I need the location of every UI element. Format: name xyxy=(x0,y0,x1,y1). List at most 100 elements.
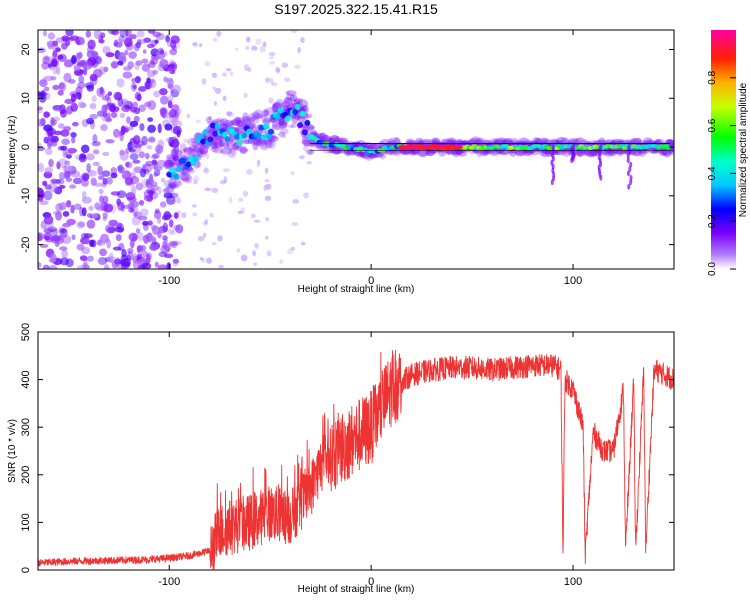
spectrogram-blob xyxy=(270,78,274,85)
spectrogram-blob xyxy=(218,264,224,269)
spectrogram-blob xyxy=(201,133,211,139)
spectrogram-blob xyxy=(134,143,143,149)
spectrogram-blob xyxy=(124,177,134,185)
spectrogram-blob xyxy=(141,135,148,146)
spectrogram-blob xyxy=(300,241,306,246)
spectrogram-blob xyxy=(239,146,248,155)
snr-ticks: -100 0 100 0 100 200 300 400 500 xyxy=(20,323,674,588)
spectrogram-blob xyxy=(204,166,208,173)
spectrogram-blob xyxy=(153,90,161,98)
spectrogram-blob xyxy=(234,146,242,151)
spectrogram-blob xyxy=(367,144,378,149)
spectrogram-blob xyxy=(215,135,222,142)
spectrogram-blob xyxy=(44,235,50,240)
spectrogram-blob xyxy=(57,89,64,96)
spectrogram-blob xyxy=(175,197,182,204)
spectrogram-blob xyxy=(321,134,331,143)
spectrogram-blob xyxy=(576,147,585,158)
spectrogram-blob xyxy=(61,249,68,259)
spectrogram-blob xyxy=(243,139,254,144)
spectrogram-blob xyxy=(242,112,249,122)
spectrogram-blob xyxy=(86,162,91,173)
spectrogram-blob xyxy=(315,133,323,138)
spectrogram-blob xyxy=(81,246,91,255)
colorbar-tick-label: 0.8 xyxy=(707,70,718,84)
spectrogram-blob xyxy=(170,241,178,249)
spectrogram-blob xyxy=(125,161,130,168)
spectrogram-blob xyxy=(202,221,207,226)
spectrogram-blob xyxy=(89,113,98,120)
spectrogram-blob xyxy=(430,148,437,154)
spectrogram-blob xyxy=(38,106,44,111)
spectrogram-blob xyxy=(588,148,599,154)
spectrogram-blob xyxy=(192,204,197,208)
spectrogram-blob xyxy=(146,43,155,49)
spectrogram-blob xyxy=(583,150,595,155)
spectrogram-blob xyxy=(38,162,45,173)
spectrogram-blob xyxy=(220,147,232,155)
spectrogram-blob xyxy=(492,138,499,145)
spectrogram-blob xyxy=(58,246,68,251)
spectrogram-blob xyxy=(154,168,161,177)
snr-xlabel: Height of straight line (km) xyxy=(298,584,415,595)
spectrogram-blob xyxy=(143,37,152,43)
spectrogram-blob xyxy=(145,253,151,264)
spectrogram-blob xyxy=(306,125,316,130)
spectrogram-blob xyxy=(140,249,148,258)
spectrogram-blob xyxy=(234,125,246,135)
spectrogram-blob xyxy=(290,30,298,34)
spectrogram-blob xyxy=(44,184,52,190)
spectrogram-blob xyxy=(568,138,579,145)
spectrogram-blob xyxy=(151,159,158,165)
spectrogram-blob xyxy=(83,233,93,239)
spectrogram-blob xyxy=(127,247,134,254)
spectrogram-blob xyxy=(278,121,288,129)
spectrogram-blob xyxy=(71,234,76,241)
spectrogram-blob xyxy=(291,222,299,226)
spectrogram-blob xyxy=(99,195,104,204)
spectrogram-blob xyxy=(43,92,51,100)
spectrogram-blob xyxy=(74,92,82,100)
spectrogram-blob xyxy=(171,152,179,162)
spectrogram-blob xyxy=(58,171,66,181)
spectrogram-blob xyxy=(240,254,248,262)
spectrogram-blob xyxy=(658,147,668,157)
spectrogram-blob xyxy=(281,121,288,129)
spectrogram-blob xyxy=(242,117,254,123)
spectrogram-blob xyxy=(326,146,335,154)
spectrogram-blob xyxy=(38,190,45,199)
spectrogram-blob xyxy=(38,146,46,151)
spectrogram-blob xyxy=(107,30,118,35)
spectrogram-blob xyxy=(293,98,297,103)
spectrogram-blob xyxy=(52,50,58,58)
spectrogram-blob xyxy=(167,111,172,116)
spectrogram-blob xyxy=(364,153,375,158)
spectrogram-blob xyxy=(87,170,97,177)
spectrogram-blob xyxy=(319,132,327,143)
spectrogram-blob xyxy=(154,261,159,268)
spectrogram-blob xyxy=(159,201,167,208)
spectrogram-blob xyxy=(105,139,115,144)
spectrogram-blob xyxy=(77,101,85,109)
spectrogram-blob xyxy=(64,160,71,166)
spectrogram-blob xyxy=(147,30,156,34)
spectrogram-blob xyxy=(552,139,565,146)
spectrogram-blob xyxy=(306,161,312,165)
spectrogram-blob xyxy=(599,174,603,181)
spectrogram-blob xyxy=(78,154,87,163)
snr-panel: -100 0 100 0 100 200 300 400 500 Height of strai… xyxy=(7,323,675,595)
spectrogram-blob xyxy=(223,176,228,183)
spectrogram-blob xyxy=(109,104,117,113)
spectrogram-blob xyxy=(88,239,95,248)
spectrogram-blob xyxy=(125,30,132,37)
spectrogram-blob xyxy=(55,202,63,212)
spectrogram-blob xyxy=(61,138,70,145)
spectrogram-blob xyxy=(265,139,273,149)
spectrogram-blob xyxy=(99,248,107,257)
spectrogram-blob xyxy=(86,219,96,229)
spectrogram-blob xyxy=(71,136,76,144)
spectrogram-blob xyxy=(52,116,60,122)
spectrogram-ytick-label: -10 xyxy=(20,188,32,204)
spectrogram-blob xyxy=(92,133,98,144)
spectrogram-blob xyxy=(203,232,207,238)
